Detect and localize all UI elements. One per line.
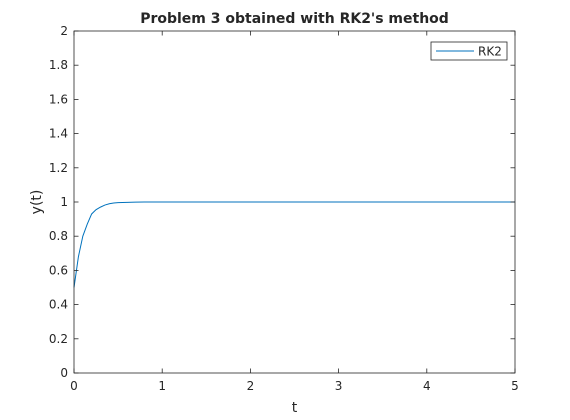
series-layer bbox=[73, 201, 515, 288]
x-tick-label: 3 bbox=[335, 379, 343, 393]
x-tick-label: 4 bbox=[423, 379, 431, 393]
y-tick-label: 0.6 bbox=[49, 263, 68, 277]
y-tick-label: 1 bbox=[60, 195, 68, 209]
ticks-layer: 0 1 2 3 4 5 0 0.2 0.4 0.6 0.8 1 1.2 1.4 1.6 1.8 2 bbox=[49, 24, 519, 393]
y-tick-label: 0.8 bbox=[49, 229, 68, 243]
x-tick-label: 5 bbox=[511, 379, 519, 393]
legend: RK2 bbox=[430, 41, 508, 61]
y-tick-label: 1.6 bbox=[49, 92, 68, 106]
y-tick-label: 1.4 bbox=[49, 127, 68, 141]
y-tick-label: 2 bbox=[60, 24, 68, 38]
x-tick-label: 2 bbox=[247, 379, 255, 393]
chart-title: Problem 3 obtained with RK2's method bbox=[140, 11, 449, 27]
y-tick-label: 1.8 bbox=[49, 58, 68, 72]
x-axis-label: t bbox=[292, 400, 298, 416]
series-line-rk2 bbox=[73, 201, 515, 288]
y-tick-label: 0.2 bbox=[49, 332, 68, 346]
y-axis-label: y(t) bbox=[29, 190, 45, 215]
x-tick-label: 0 bbox=[70, 379, 78, 393]
y-tick-label: 1.2 bbox=[49, 161, 68, 175]
x-tick-label: 1 bbox=[158, 379, 166, 393]
legend-label-rk2: RK2 bbox=[478, 45, 502, 59]
y-tick-label: 0 bbox=[60, 366, 68, 380]
y-tick-label: 0.4 bbox=[49, 298, 68, 312]
